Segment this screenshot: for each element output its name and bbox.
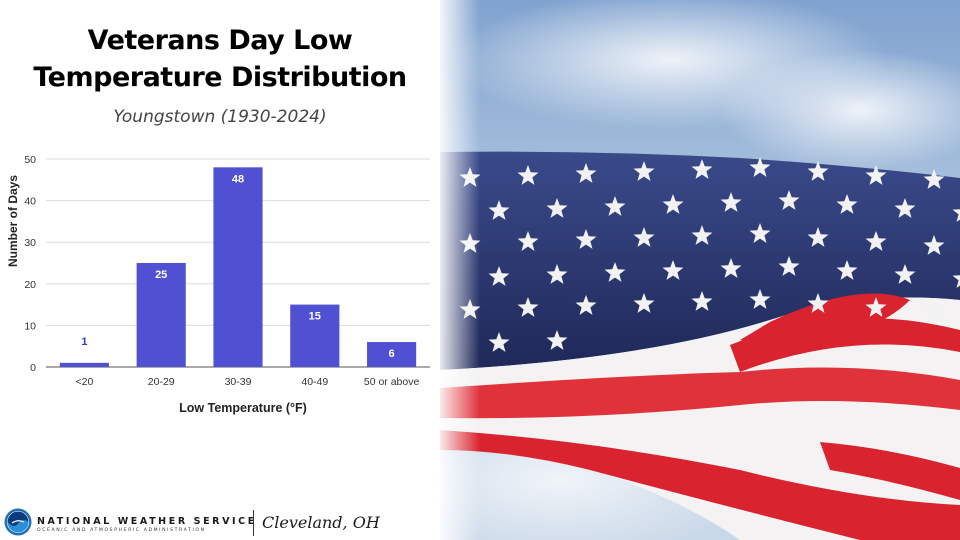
flag-star [778,256,800,276]
bar [367,342,417,367]
bar-data-label: 6 [389,348,395,360]
flag-star [836,260,858,280]
flag-star [604,262,626,282]
flag-star [546,198,568,218]
photo-fade [440,0,480,540]
flag-star [517,297,539,317]
flag-star [575,295,597,315]
bar [290,304,340,367]
flag-photo [440,0,960,540]
title-line-2: Temperature Distribution [33,62,407,93]
flag-star [517,165,539,185]
y-axis-ticks: 0 10 20 30 40 50 [24,154,36,374]
footer: NATIONAL WEATHER SERVICE OCEANIC AND ATM… [4,508,380,538]
flag-star [720,192,742,212]
bar-data-label: 1 [81,336,87,348]
x-tick-label: 40-49 [301,376,328,388]
y-tick-label: 30 [24,237,36,249]
flag-star [691,291,713,311]
flag-star [952,275,960,288]
flag-star [633,293,655,313]
y-tick-label: 40 [24,196,36,208]
bar-data-label: 25 [155,269,167,281]
office-name: Cleveland, OH [262,513,380,532]
y-tick-label: 20 [24,279,36,291]
flag-star [807,161,829,181]
flag-star [546,330,568,350]
bar [59,362,109,367]
agency-name: NATIONAL WEATHER SERVICE [37,516,257,527]
flag-star [575,163,597,183]
flag-star [807,227,829,247]
flag-star [604,196,626,216]
flag-star [691,225,713,245]
y-tick-label: 50 [24,154,36,166]
flag-star [488,266,510,286]
x-tick-label: 50 or above [364,376,420,388]
y-tick-label: 10 [24,320,36,332]
flag-star [836,194,858,214]
flag-star [749,157,771,177]
y-axis-label: Number of Days [6,175,20,267]
flag-star [778,190,800,210]
flag-star [865,231,887,251]
bar [213,167,263,367]
x-tick-label: 20-29 [148,376,175,388]
flag-star [749,289,771,309]
flag-star [894,264,916,284]
y-tick-label: 0 [30,362,36,374]
flag-star [894,198,916,218]
title-line-1: Veterans Day Low [87,25,353,56]
flag-star [488,332,510,352]
flag-star [662,260,684,280]
flag-star [923,235,945,255]
chart-subtitle: Youngstown (1930-2024) [113,107,327,127]
flag-star [865,297,887,317]
x-tick-label: <20 [75,376,93,388]
flag-star [546,264,568,284]
chart-bars: 1 25 48 15 6 [59,167,417,367]
flag-star [749,223,771,243]
agency-subtitle: OCEANIC AND ATMOSPHERIC ADMINISTRATION [37,528,206,533]
x-axis-label: Low Temperature (°F) [179,401,307,415]
flag-star [517,231,539,251]
flag-star [633,227,655,247]
flag-star [575,229,597,249]
flag-star [952,209,960,222]
flag-star [662,194,684,214]
flag-star [720,258,742,278]
bar [136,263,186,367]
flag-star [923,169,945,189]
flag-star [488,200,510,220]
bar-chart: 0 10 20 30 40 50 1 25 48 15 6 <20 20-29 30-39 40-49 5… [6,154,430,415]
bar-data-label: 15 [309,311,321,323]
flag-star [923,301,945,321]
flag-star [865,165,887,185]
flag-star [807,293,829,313]
x-tick-label: 30-39 [225,376,252,388]
noaa-logo-icon [4,508,32,536]
footer-divider [253,510,254,536]
flag-star [691,159,713,179]
flag-star [633,161,655,181]
bar-data-label: 48 [232,173,244,185]
x-axis-ticks: <20 20-29 30-39 40-49 50 or above [75,376,419,388]
chart-title: Veterans Day Low Temperature Distributio… [20,22,420,96]
